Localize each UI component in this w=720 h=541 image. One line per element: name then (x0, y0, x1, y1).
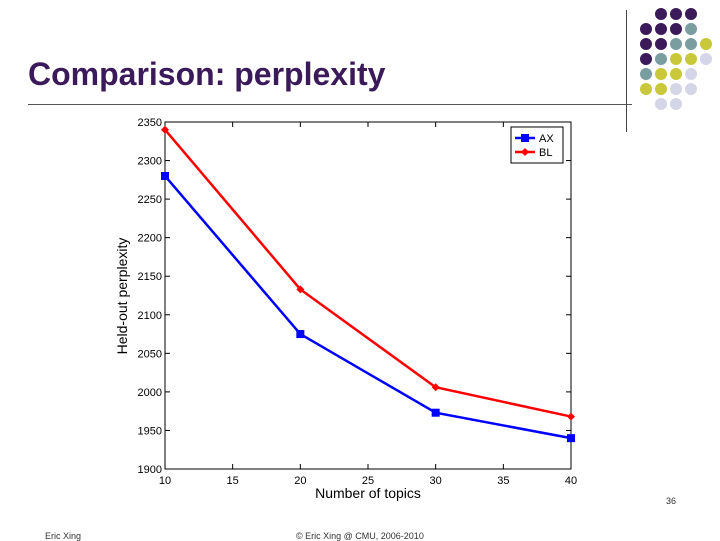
decorative-dot (655, 98, 667, 110)
data-point-bl (567, 412, 575, 421)
data-point-ax (521, 134, 529, 142)
y-tick-label: 2200 (138, 233, 162, 245)
decorative-dot (655, 23, 667, 35)
y-tick-label: 2250 (138, 194, 162, 206)
y-tick-label: 1900 (138, 464, 162, 476)
decorative-dot (640, 53, 652, 65)
decorative-dot (685, 83, 697, 95)
footer-author: Eric Xing (45, 531, 82, 541)
decorative-dot (685, 8, 697, 20)
decorative-dot (655, 38, 667, 50)
decorative-dot (670, 38, 682, 50)
data-point-bl (161, 125, 169, 134)
x-tick-label: 15 (227, 475, 239, 487)
decorative-dot (640, 38, 652, 50)
decorative-dot (685, 68, 697, 80)
x-axis: 10 15 20 25 30 35 40 (159, 122, 577, 487)
series-line-ax (164, 175, 572, 440)
data-point-ax (296, 330, 305, 339)
decorative-dot (640, 68, 652, 80)
data-point-bl (296, 285, 305, 294)
series-line-bl (164, 128, 572, 418)
legend-box (510, 126, 564, 164)
y-axis-label: Held-out perplexity (114, 238, 130, 355)
y-tick-label: 2150 (138, 271, 162, 283)
data-point-ax (567, 434, 575, 443)
decorative-dot (700, 53, 712, 65)
decorative-dot (655, 83, 667, 95)
perplexity-line-chart: 1900 1950 2000 2050 2100 2150 2200 2250 2300 2350… (114, 117, 577, 501)
decorative-dot (670, 68, 682, 80)
footer-copyright: © Eric Xing @ CMU, 2006-2010 (296, 531, 424, 541)
decorative-dot (670, 53, 682, 65)
data-point-ax (161, 171, 169, 180)
y-tick-label: 2000 (138, 387, 162, 399)
plot-area-frame (164, 121, 572, 470)
decorative-dot (655, 8, 667, 20)
x-tick-label: 30 (430, 475, 442, 487)
y-tick-label: 2350 (138, 117, 162, 129)
x-tick-label: 10 (159, 475, 171, 487)
decorative-dot (670, 98, 682, 110)
decorative-dot (670, 83, 682, 95)
decorative-dot (640, 83, 652, 95)
data-point-bl (431, 383, 440, 392)
y-tick-label: 2300 (138, 156, 162, 168)
x-tick-label: 35 (497, 475, 509, 487)
y-axis: 1900 1950 2000 2050 2100 2150 2200 2250 2300 2350 (138, 117, 571, 476)
decorative-dot-grid (640, 8, 720, 118)
corner-divider (626, 10, 627, 132)
chart-legend: AX BL (510, 126, 564, 164)
x-tick-label: 25 (362, 475, 374, 487)
y-tick-label: 2050 (138, 348, 162, 360)
decorative-dot (670, 8, 682, 20)
decorative-dot (685, 38, 697, 50)
decorative-dot (655, 53, 667, 65)
x-axis-label: Number of topics (315, 485, 421, 501)
y-tick-label: 2100 (138, 310, 162, 322)
decorative-dot (700, 38, 712, 50)
title-divider (28, 104, 632, 105)
y-tick-label: 1950 (138, 425, 162, 437)
decorative-dot (685, 23, 697, 35)
data-point-ax (431, 408, 440, 417)
decorative-dot (655, 68, 667, 80)
series-layer (161, 125, 575, 443)
decorative-dot (685, 53, 697, 65)
x-tick-label: 20 (294, 475, 306, 487)
page-number: 36 (666, 496, 677, 506)
legend-label-ax: AX (539, 133, 554, 145)
x-tick-label: 40 (565, 475, 577, 487)
decorative-dot (670, 23, 682, 35)
slide-title: Comparison: perplexity (28, 56, 386, 92)
decorative-dot (640, 23, 652, 35)
data-point-bl (521, 148, 529, 156)
legend-label-bl: BL (539, 147, 552, 159)
